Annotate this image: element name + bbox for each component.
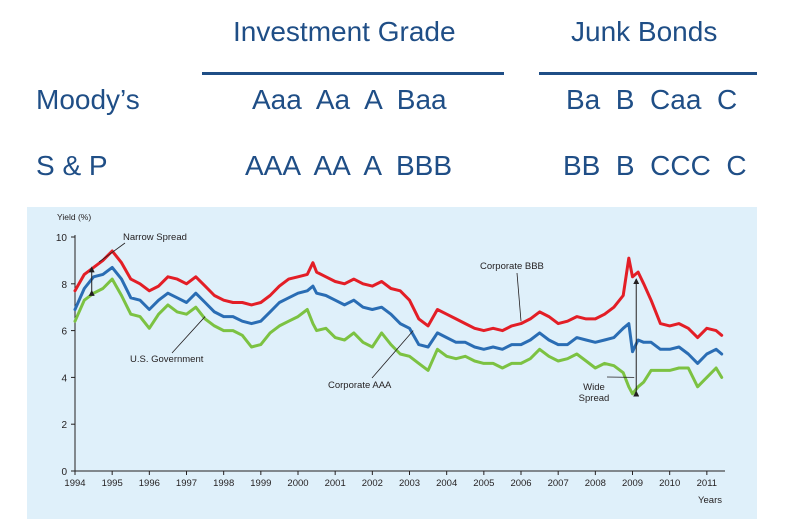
junk-bonds-underline [539,72,757,75]
series-line-u-s-government [73,277,724,396]
leader-corporate-aaa [371,330,414,379]
y-tick-label: 4 [61,373,67,384]
x-tick-label: 2000 [287,478,308,489]
yield-chart: 0 2 4 6 8 10 1994 1995 1996 1997 1998 1999 2000 2001 2… [56,212,725,506]
x-tick-label: 2007 [548,478,569,489]
leader-us-government [171,316,206,354]
annotation-corporate-aaa: Corporate AAA [328,380,392,391]
yield-chart-panel: 0 2 4 6 8 10 1994 1995 1996 1997 1998 1999 2000 2001 2… [27,207,757,519]
sp-label: S & P [36,150,108,181]
annotation-wide-spread-line: Wide [583,382,605,393]
moodys-label: Moody’s [36,84,140,115]
leader-corporate-bbb [516,272,522,322]
x-tick-label: 2002 [362,478,383,489]
annotation-corporate-bbb: Corporate BBB [480,261,544,272]
x-tick-label: 1996 [139,478,160,489]
y-tick-label: 10 [56,233,68,244]
y-tick-label: 6 [61,327,67,338]
x-tick-label: 1999 [250,478,271,489]
moodys-junk-ratings: Ba B Caa C [566,84,738,115]
junk-bonds-heading: Junk Bonds [571,16,718,47]
x-tick-label: 2008 [585,478,606,489]
moodys-investment-ratings: Aaa Aa A Baa [252,84,447,115]
y-axis-title: Yield (%) [57,212,91,222]
series-line-corporate-bbb [73,249,724,340]
x-tick-label: 2010 [659,478,680,489]
annotation-narrow-spread: Narrow Spread [123,232,187,243]
x-tick-label: 2004 [436,478,457,489]
sp-junk-ratings: BB B CCC C [563,150,747,181]
x-tick-label: 1997 [176,478,197,489]
x-tick-label: 1994 [64,478,85,489]
x-tick-label: 1998 [213,478,234,489]
x-tick-label: 2009 [622,478,643,489]
x-tick-label: 2003 [399,478,420,489]
leader-narrow-spread [98,242,126,263]
annotation-wide-spread: Wide Spread [579,382,610,404]
annotation-wide-spread-line: Spread [579,393,610,404]
x-tick-label: 2005 [473,478,494,489]
series-line-corporate-aaa [73,265,724,365]
x-axis-title: Years [698,495,722,506]
investment-grade-heading: Investment Grade [233,16,456,47]
x-tick-label: 1995 [102,478,123,489]
x-tick-label: 2006 [510,478,531,489]
investment-grade-underline [202,72,504,75]
x-tick-label: 2011 [697,478,717,489]
sp-investment-ratings: AAA AA A BBB [245,150,453,181]
x-tick-label: 2001 [325,478,346,489]
y-tick-label: 2 [61,420,67,431]
annotation-us-government: U.S. Government [130,354,204,365]
y-tick-label: 0 [61,467,67,478]
y-tick-label: 8 [61,280,67,291]
